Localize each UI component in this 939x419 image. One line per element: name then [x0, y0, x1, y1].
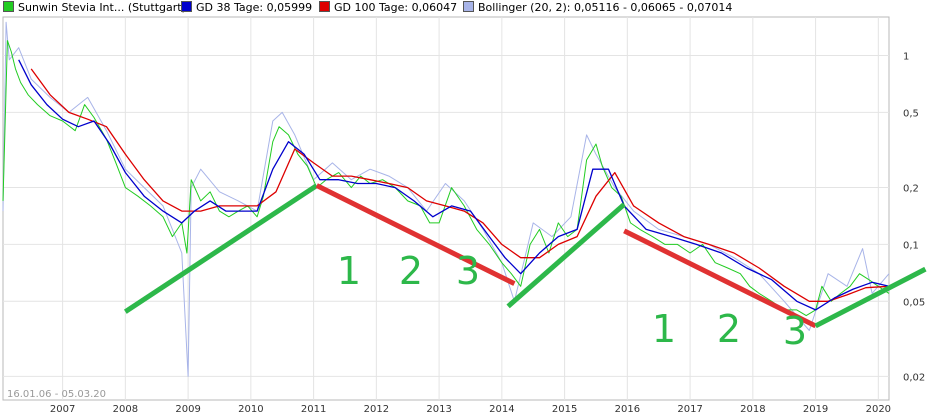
trendline: [814, 266, 927, 329]
y-tick-label: 0,1: [903, 240, 919, 251]
x-tick-label: 2012: [364, 404, 389, 415]
date-range-label: 16.01.06 - 05.03.20: [7, 389, 106, 400]
legend-swatch-price: [3, 1, 14, 12]
x-tick-label: 2016: [615, 404, 640, 415]
y-tick-label: 0,5: [903, 108, 919, 119]
count-annotation: 3: [456, 249, 480, 293]
x-tick-label: 2011: [301, 404, 326, 415]
x-tick-label: 2018: [740, 404, 765, 415]
x-tick-label: 2014: [489, 404, 514, 415]
x-tick-label: 2017: [677, 404, 702, 415]
legend-swatch-gd100: [319, 1, 330, 12]
x-tick-label: 2015: [552, 404, 577, 415]
legend-label-gd38: GD 38 Tage: 0,05999: [196, 1, 313, 14]
annotations: 1 2 31 2 3: [337, 249, 807, 353]
legend-item-bollinger: Bollinger (20, 2): 0,05116 - 0,06065 - 0…: [463, 1, 732, 14]
x-tick-label: 2010: [238, 404, 263, 415]
trendline: [506, 202, 626, 309]
legend-swatch-gd38: [181, 1, 192, 12]
price-line: [2, 40, 890, 317]
trendline: [623, 228, 817, 329]
x-tick-label: 2019: [803, 404, 828, 415]
legend-label-price: Sunwin Stevia Int... (Stuttgart): [18, 1, 186, 14]
count-annotation: 2: [717, 307, 741, 351]
chart-legend: Sunwin Stevia Int... (Stuttgart) GD 38 T…: [0, 0, 939, 17]
y-tick-label: 1: [903, 52, 909, 63]
x-axis-ticks: 2007 2008 2009 2010 2011 2012 2013 2014 2015 2016…: [50, 404, 891, 415]
count-annotation: 3: [783, 309, 807, 353]
legend-item-gd38: GD 38 Tage: 0,05999: [181, 1, 312, 14]
trendline: [315, 183, 516, 286]
x-tick-label: 2013: [426, 404, 451, 415]
count-annotation: 2: [399, 249, 423, 293]
trendlines: [123, 183, 927, 329]
legend-swatch-bollinger: [463, 1, 474, 12]
legend-item-gd100: GD 100 Tage: 0,06047: [319, 1, 457, 14]
legend-item-price: Sunwin Stevia Int... (Stuttgart): [3, 1, 186, 14]
y-tick-label: 0,05: [903, 297, 925, 308]
y-axis-ticks: 1 0,5 0,2 0,1 0,05 0,02: [903, 52, 925, 384]
bollinger-line: [2, 21, 890, 377]
count-annotation: 1: [337, 249, 361, 293]
x-tick-label: 2020: [866, 404, 891, 415]
y-tick-label: 0,02: [903, 372, 925, 383]
x-tick-label: 2008: [113, 404, 138, 415]
x-tick-label: 2007: [50, 404, 75, 415]
grid-lines: [3, 17, 889, 400]
trendline: [123, 183, 319, 314]
legend-label-gd100: GD 100 Tage: 0,06047: [334, 1, 458, 14]
series-lines: [2, 21, 890, 377]
x-tick-label: 2009: [175, 404, 200, 415]
legend-label-bollinger: Bollinger (20, 2): 0,05116 - 0,06065 - 0…: [478, 1, 733, 14]
gd38-line: [18, 59, 890, 311]
count-annotation: 1: [652, 307, 676, 351]
y-tick-label: 0,2: [903, 184, 919, 195]
gd100-line: [30, 68, 890, 302]
